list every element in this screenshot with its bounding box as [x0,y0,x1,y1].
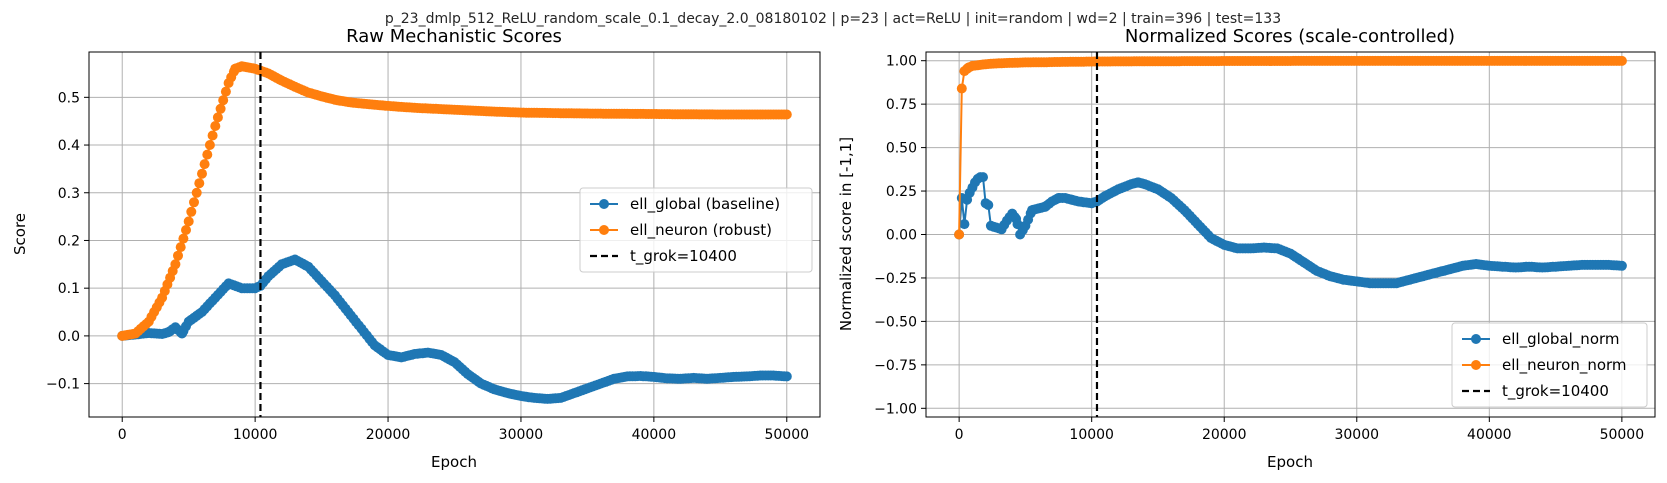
right-chart-legend-label: ell_neuron_norm [1502,356,1627,375]
left-chart-point-ell-neuron-robust- [220,86,231,97]
left-chart-y-ticks: −0.1 0.0 0.1 0.2 0.3 0.4 0.5 [46,90,89,393]
left-chart-plot-area [117,52,792,417]
left-chart-frame [88,51,821,418]
left-chart-point-ell-neuron-robust- [194,178,205,189]
left-chart-point-ell-neuron-robust- [186,206,197,217]
right-chart-y-axis-label: Normalized score in [-1,1] [837,137,855,331]
left-chart-y-tick-label: 0.3 [58,186,80,202]
right-chart-y-tick-label: 0.75 [886,97,917,113]
left-chart-y-tick-label: 0.4 [58,138,80,154]
left-chart-x-tick-label: 50000 [764,427,809,443]
right-chart-x-tick-label: 20000 [1202,427,1247,443]
left-chart-raw-scores: Raw Mechanistic Scores 0 10000 20000 30000 4… [11,26,821,471]
left-chart-point-ell-neuron-robust- [197,168,207,179]
left-chart-point-ell-neuron-robust- [202,149,213,160]
left-chart-point-ell-neuron-robust- [175,242,186,253]
left-chart-legend: ell_global (baseline) ell_neuron (robust)… [579,187,813,273]
left-chart-point-ell-neuron-robust- [215,103,226,114]
left-chart-point-ell-neuron-robust- [170,259,181,270]
right-chart-y-tick-label: −0.50 [874,314,917,330]
right-chart-x-tick-label: 0 [955,427,964,443]
right-chart-title: Normalized Scores (scale-controlled) [1125,26,1455,47]
left-chart-point-ell-neuron-robust- [207,130,218,141]
right-chart-x-tick-label: 40000 [1467,427,1512,443]
right-chart-legend-handle-marker [1471,360,1481,370]
right-chart-x-ticks: 0 10000 20000 30000 40000 50000 [955,417,1644,443]
left-chart-y-tick-label: 0.5 [58,90,80,106]
left-chart-x-tick-label: 40000 [632,427,677,443]
right-chart-x-tick-label: 50000 [1600,427,1645,443]
right-chart-y-tick-label: −0.75 [874,358,917,374]
right-chart-point-ell-neuron-norm [956,83,967,94]
right-chart-point-ell-global-norm [1616,260,1627,271]
right-chart-y-ticks: −1.00 −0.75 −0.50 −0.25 0.00 0.25 0.50 0.75 1.00 [874,54,926,417]
left-chart-y-tick-label: 0.2 [58,233,80,249]
right-chart-legend-handle-marker [1471,334,1481,344]
left-chart-legend-handle-marker [599,199,609,209]
left-chart-x-ticks: 0 10000 20000 30000 40000 50000 [118,417,809,443]
right-chart-point-ell-neuron-norm [1616,55,1627,66]
left-chart-point-ell-neuron-robust- [212,112,223,123]
right-chart-grid [926,52,1655,417]
left-chart-point-ell-global-baseline- [781,371,792,382]
right-chart-legend-label: t_grok=10400 [1502,382,1609,401]
left-chart-x-tick-label: 30000 [499,427,544,443]
left-chart-point-ell-neuron-robust- [183,216,194,227]
left-chart-point-ell-neuron-robust- [173,250,183,261]
left-chart-x-tick-label: 20000 [366,427,411,443]
right-chart-x-axis-label: Epoch [1267,453,1313,471]
left-chart-x-axis-label: Epoch [431,453,477,471]
left-chart-x-tick-label: 10000 [233,427,278,443]
left-chart-point-ell-neuron-robust- [178,233,189,244]
left-chart-x-tick-label: 0 [118,427,127,443]
left-chart-point-ell-neuron-robust- [210,121,221,131]
left-chart-y-axis-label: Score [11,213,29,255]
left-chart-y-tick-label: 0.1 [58,281,80,297]
left-chart-legend-label: ell_neuron (robust) [630,221,772,240]
left-chart-point-ell-neuron-robust- [218,95,229,106]
figure-suptitle: p_23_dmlp_512_ReLU_random_scale_0.1_deca… [385,11,1281,27]
left-chart-legend-label: t_grok=10400 [630,247,737,266]
left-chart-point-ell-neuron-robust- [189,197,199,208]
left-chart-point-ell-neuron-robust- [204,140,215,150]
left-chart-point-ell-neuron-robust- [781,109,792,120]
right-chart-x-tick-label: 30000 [1334,427,1379,443]
right-chart-point-ell-global-norm [978,172,988,183]
right-chart-point-ell-global-norm [983,200,994,210]
left-chart-legend-handle-marker [599,225,609,235]
left-chart-point-ell-neuron-robust- [191,187,202,198]
right-chart-y-tick-label: 1.00 [886,54,917,70]
right-chart-y-tick-label: −0.25 [874,271,917,287]
left-chart-title: Raw Mechanistic Scores [346,26,562,47]
right-chart-point-ell-global-norm [959,219,970,230]
right-chart-y-tick-label: −1.00 [874,401,917,417]
right-chart-x-tick-label: 10000 [1069,427,1114,443]
right-chart-point-ell-neuron-norm [954,229,965,240]
right-chart-plot-area [954,52,1627,417]
left-chart-point-ell-neuron-robust- [181,225,191,235]
left-chart-y-tick-label: 0.0 [58,329,80,345]
right-chart-normalized-scores: Normalized Scores (scale-controlled) 0 10… [837,26,1656,471]
right-chart-y-tick-label: 0.00 [886,228,917,244]
right-chart-legend: ell_global_norm ell_neuron_norm t_grok=104… [1451,322,1648,408]
right-chart-y-tick-label: 0.25 [886,184,917,200]
left-chart-legend-label: ell_global (baseline) [630,195,780,214]
right-chart-legend-label: ell_global_norm [1502,330,1620,349]
right-chart-y-tick-label: 0.50 [886,141,917,157]
left-chart-y-tick-label: −0.1 [46,377,80,393]
right-chart-legend-box [1451,322,1648,408]
left-chart-point-ell-neuron-robust- [199,159,210,170]
left-chart-legend-box [579,187,813,273]
